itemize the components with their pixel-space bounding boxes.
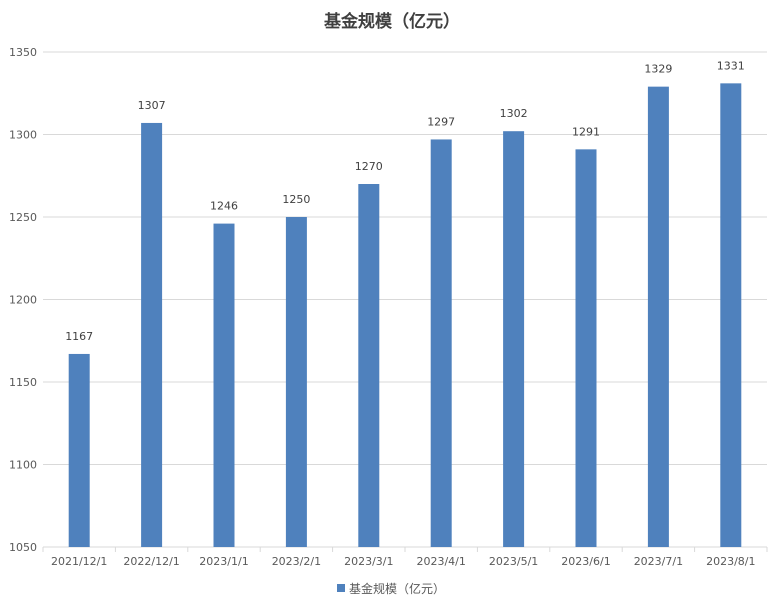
- bar: [575, 149, 597, 547]
- data-label: 1297: [427, 115, 455, 128]
- y-tick-label: 1200: [9, 294, 37, 307]
- gridlines: [43, 51, 767, 465]
- bar: [213, 223, 235, 547]
- data-label: 1291: [572, 125, 600, 138]
- bar: [141, 122, 163, 547]
- x-tick-label: 2023/2/1: [272, 555, 321, 568]
- data-label: 1307: [138, 99, 166, 112]
- data-label: 1331: [717, 59, 745, 72]
- data-label: 1270: [355, 160, 383, 173]
- x-tick-label: 2023/4/1: [416, 555, 465, 568]
- data-label: 1246: [210, 200, 238, 213]
- bar: [647, 86, 669, 548]
- legend-swatch: [337, 584, 345, 592]
- data-label: 1302: [500, 107, 528, 120]
- x-tick-label: 2023/7/1: [634, 555, 683, 568]
- x-tick-label: 2023/8/1: [706, 555, 755, 568]
- data-label: 1167: [65, 330, 93, 343]
- legend: 基金规模（亿元）: [337, 581, 445, 596]
- y-tick-label: 1050: [9, 541, 37, 554]
- y-tick-label: 1100: [9, 459, 37, 472]
- y-axis: 1050 1100 1150 1200 1250 1300 1350: [9, 46, 37, 554]
- y-tick-label: 1350: [9, 46, 37, 59]
- bar: [358, 184, 380, 547]
- data-label: 1250: [282, 193, 310, 206]
- data-labels: 1167 1307 1246 1250 1270 1297 1302 1291 1329 1331: [65, 59, 745, 343]
- bar: [68, 353, 90, 547]
- x-tick-label: 2021/12/1: [51, 555, 107, 568]
- bar: [285, 217, 307, 547]
- x-axis: 2021/12/1 2022/12/1 2023/1/1 2023/2/1 2023/3…: [42, 546, 768, 568]
- y-tick-label: 1250: [9, 211, 37, 224]
- legend-label: 基金规模（亿元）: [349, 581, 445, 596]
- chart-title: 基金规模（亿元）: [323, 11, 460, 32]
- x-tick-label: 2023/3/1: [344, 555, 393, 568]
- x-tick-label: 2022/12/1: [123, 555, 179, 568]
- x-tick-label: 2023/6/1: [561, 555, 610, 568]
- bar: [430, 139, 452, 547]
- bar: [503, 131, 525, 547]
- y-tick-label: 1150: [9, 376, 37, 389]
- x-tick-label: 2023/5/1: [489, 555, 538, 568]
- x-tick-label: 2023/1/1: [199, 555, 248, 568]
- bar: [720, 83, 742, 547]
- data-label: 1329: [644, 63, 672, 76]
- bars: [68, 83, 742, 548]
- y-tick-label: 1300: [9, 129, 37, 142]
